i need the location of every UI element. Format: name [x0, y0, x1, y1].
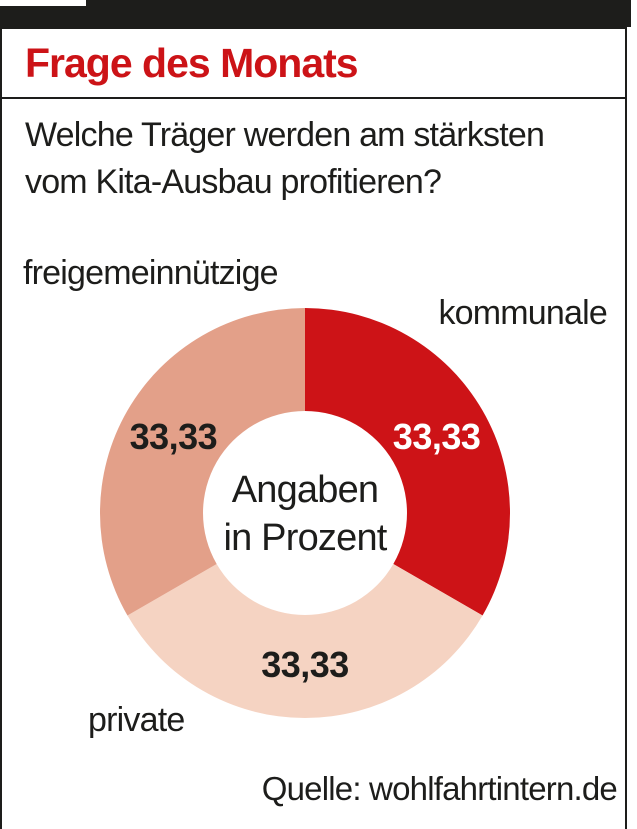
- page-title: Frage des Monats: [25, 39, 359, 86]
- source-credit: Quelle: wohlfahrtintern.de: [261, 770, 618, 807]
- question-line-1: Welche Träger werden am stärksten: [25, 116, 545, 154]
- question-text: Welche Träger werden am stärksten vom Ki…: [2, 99, 625, 206]
- slice-value-label: 33,33: [393, 416, 481, 457]
- masthead-bar: [0, 0, 631, 27]
- donut-slice: [127, 564, 483, 719]
- question-line-2: vom Kita-Ausbau profitieren?: [25, 163, 442, 201]
- donut-chart: 33,33 33,33 33,33: [99, 308, 511, 719]
- masthead-bar-notch: [0, 0, 86, 6]
- center-note-line-1: Angaben: [231, 469, 379, 511]
- donut-center-note: Angaben in Prozent: [195, 466, 415, 562]
- slice-value-label: 33,33: [130, 416, 218, 457]
- slice-label-private: private: [88, 701, 185, 739]
- infographic-header: Frage des Monats: [2, 29, 625, 99]
- donut-slice: [305, 308, 511, 616]
- center-note-line-2: in Prozent: [223, 517, 387, 559]
- slice-label-freigemeinnuetzige: freigemeinnützige: [23, 254, 279, 292]
- donut-slice: [99, 308, 305, 616]
- slice-label-kommunale: kommunale: [438, 294, 607, 332]
- slice-value-label: 33,33: [261, 644, 349, 685]
